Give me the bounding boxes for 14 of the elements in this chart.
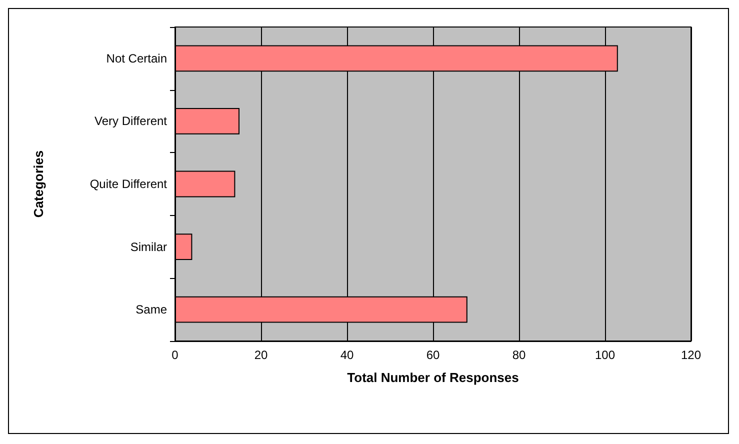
x-axis-title: Total Number of Responses [347, 370, 519, 385]
y-tick-label: Quite Different [90, 177, 168, 191]
x-tick-label: 20 [254, 348, 268, 362]
y-tick-label: Same [136, 302, 168, 317]
x-tick-label: 80 [512, 348, 526, 362]
y-tick-label: Not Certain [106, 51, 167, 66]
y-tick-label: Very Different [94, 114, 168, 128]
x-tick-label: 100 [594, 348, 616, 362]
x-tick-label: 0 [172, 348, 179, 362]
y-axis-title: Categories [31, 150, 46, 218]
x-tick-label: 120 [680, 348, 702, 362]
y-tick-label: Similar [130, 240, 167, 254]
x-tick-label: 60 [426, 348, 440, 362]
x-tick-label: 40 [340, 348, 354, 362]
